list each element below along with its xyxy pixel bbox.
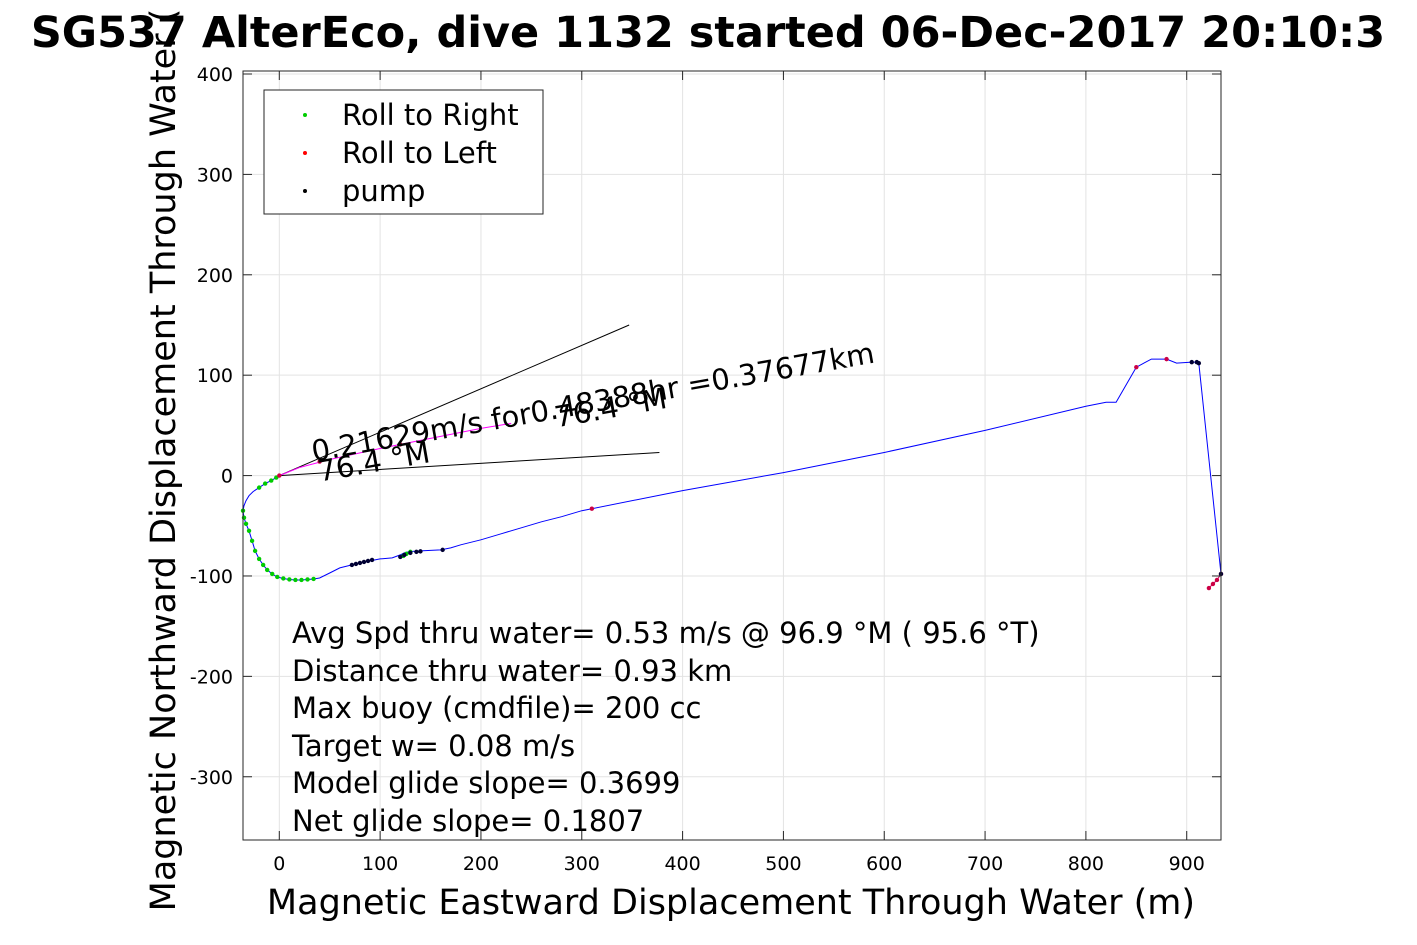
y-tick-label: 0 — [221, 466, 233, 488]
x-tick-label: 0 — [273, 853, 285, 875]
x-tick-label: 700 — [967, 853, 1003, 875]
roll-right-marker — [256, 485, 262, 490]
stat-target-w: Target w= 0.08 m/s — [291, 729, 575, 763]
trajectory-line — [279, 422, 512, 477]
roll-left-marker — [589, 506, 595, 511]
x-tick-label: 800 — [1068, 853, 1104, 875]
roll-right-marker — [269, 478, 274, 483]
pump-marker — [408, 550, 413, 556]
stat-max-buoy: Max buoy (cmdfile)= 200 cc — [292, 691, 701, 725]
dive-stats: Avg Spd thru water= 0.53 m/s @ 96.9 °M (… — [291, 616, 1040, 838]
y-tick-label: -200 — [190, 666, 233, 688]
roll-right-marker — [262, 481, 268, 486]
roll-right-marker — [256, 556, 262, 562]
roll-left-marker — [317, 459, 322, 464]
roll-left-marker — [1214, 577, 1220, 583]
reference-line — [279, 324, 630, 477]
roll-left-marker — [1134, 364, 1139, 370]
x-axis-label: Magnetic Eastward Displacement Through W… — [267, 883, 1195, 923]
stat-avg-speed: Avg Spd thru water= 0.53 m/s @ 96.9 °M (… — [292, 616, 1040, 650]
pump-marker — [1189, 359, 1194, 365]
legend-label-roll-left: Roll to Left — [342, 136, 497, 170]
roll-right-marker — [260, 562, 266, 568]
legend: Roll to Right Roll to Left pump — [263, 89, 544, 215]
pump-marker — [440, 547, 445, 553]
x-tick-label: 500 — [765, 853, 801, 875]
stat-net-glide-slope: Net glide slope= 0.1807 — [292, 804, 644, 838]
y-tick-label: 200 — [197, 265, 233, 287]
roll-left-marker — [1164, 356, 1169, 362]
pump-marker — [414, 549, 419, 555]
roll-right-marker — [249, 538, 255, 544]
roll-left-marker — [1206, 585, 1212, 591]
roll-right-marker — [293, 577, 298, 583]
roll-right-marker — [264, 567, 270, 573]
roll-right-marker — [246, 528, 252, 533]
pump-marker — [1196, 360, 1202, 366]
legend-marker-roll-left — [303, 151, 307, 155]
x-tick-label: 300 — [564, 853, 600, 875]
trajectory-line — [1208, 573, 1222, 589]
y-tick-label: 400 — [197, 64, 233, 86]
legend-label-roll-right: Roll to Right — [342, 98, 519, 132]
pump-marker — [418, 549, 423, 554]
x-tick-label: 600 — [866, 853, 902, 875]
roll-right-marker — [287, 577, 292, 582]
chart-title: SG537 AlterEco, dive 1132 started 06-Dec… — [31, 8, 1385, 58]
data-markers — [240, 356, 1224, 591]
axis-ticks: 0 100 200 300 400 500 600 700 800 900 -300 -200 -100… — [190, 64, 1221, 875]
legend-marker-roll-right — [303, 113, 307, 117]
stat-model-glide-slope: Model glide slope= 0.3699 — [292, 766, 680, 800]
pump-marker — [357, 560, 363, 566]
roll-right-marker — [311, 576, 316, 582]
roll-right-marker — [275, 574, 280, 580]
roll-left-marker — [1210, 581, 1216, 587]
roll-left-marker — [398, 442, 403, 447]
legend-marker-pump — [303, 189, 307, 193]
roll-left-marker — [277, 473, 282, 478]
roll-right-marker — [241, 515, 247, 520]
pump-marker — [361, 559, 367, 565]
y-tick-label: 100 — [197, 365, 233, 387]
x-tick-label: 400 — [664, 853, 700, 875]
pump-marker — [365, 558, 371, 564]
grid-lines — [243, 71, 1221, 840]
x-tick-label: 200 — [463, 853, 499, 875]
pump-marker — [369, 557, 375, 563]
roll-right-marker — [281, 576, 286, 581]
reference-lines — [279, 324, 660, 477]
roll-right-marker — [305, 577, 310, 582]
roll-right-marker — [270, 571, 275, 577]
pump-marker — [402, 552, 407, 558]
reference-line — [279, 451, 660, 477]
y-tick-label: 300 — [197, 164, 233, 186]
pump-marker — [353, 561, 359, 567]
x-tick-label: 100 — [362, 853, 398, 875]
roll-right-marker — [252, 548, 258, 554]
pump-marker — [349, 562, 355, 568]
axes-box — [242, 70, 1222, 841]
legend-box — [263, 89, 544, 215]
roll-right-marker — [243, 521, 249, 526]
y-axis-label: Magnetic Northward Displacement Through … — [144, 9, 184, 912]
legend-label-pump: pump — [342, 174, 425, 208]
x-tick-label: 900 — [1169, 853, 1205, 875]
y-tick-label: -100 — [190, 566, 233, 588]
roll-right-marker — [299, 577, 304, 583]
stat-distance: Distance thru water= 0.93 km — [292, 654, 732, 688]
y-tick-label: -300 — [190, 767, 233, 789]
pump-marker — [398, 554, 403, 560]
